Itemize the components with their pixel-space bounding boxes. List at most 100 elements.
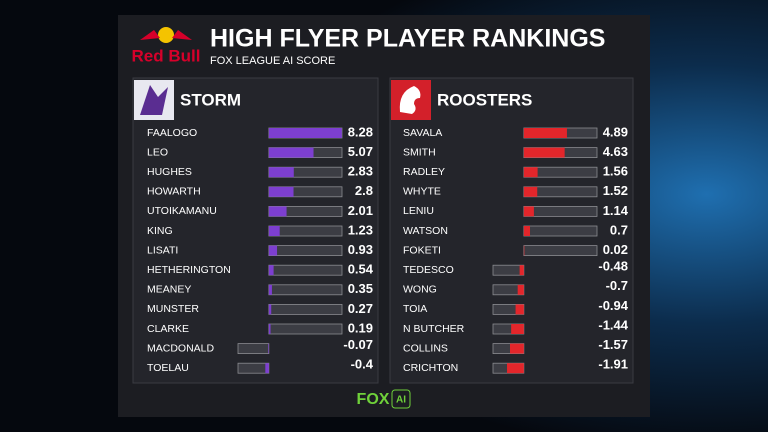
bar-track <box>523 225 598 237</box>
value-label: 4.89 <box>603 124 628 139</box>
bar-track <box>268 245 343 257</box>
bar <box>268 206 287 217</box>
bar <box>268 167 294 178</box>
bar <box>268 304 272 315</box>
bar-track <box>492 303 525 315</box>
player-name: TEDESCO <box>403 264 454 276</box>
value-label: 1.56 <box>603 164 628 179</box>
player-name: UTOIKAMANU <box>147 205 217 217</box>
bar <box>510 343 524 354</box>
bar <box>268 128 342 138</box>
player-name: FAALOGO <box>147 127 197 139</box>
value-label: -0.94 <box>598 298 628 313</box>
value-label: 0.7 <box>610 222 628 237</box>
player-name: LEO <box>147 146 168 158</box>
title: HIGH FLYER PLAYER RANKINGS <box>210 25 605 53</box>
value-label: 2.01 <box>348 203 373 218</box>
bar-track <box>268 225 343 237</box>
bar <box>268 147 314 158</box>
player-name: SAVALA <box>403 127 442 139</box>
bar <box>515 304 524 315</box>
player-name: TOIA <box>403 303 427 315</box>
value-label: 2.8 <box>355 183 373 198</box>
value-label: 8.28 <box>348 124 373 139</box>
player-name: FOKETI <box>403 244 441 256</box>
player-name: LENIU <box>403 205 434 217</box>
player-name: RADLEY <box>403 166 445 178</box>
value-label: 0.02 <box>603 242 628 257</box>
bar <box>268 245 278 256</box>
bar <box>523 245 525 256</box>
player-name: WONG <box>403 284 437 296</box>
brand-name: Red Bull <box>132 46 201 65</box>
bar-track <box>492 264 525 276</box>
bar <box>523 206 534 217</box>
player-name: WHYTE <box>403 186 441 198</box>
bar <box>517 284 524 295</box>
bar <box>268 284 272 295</box>
player-name: TOELAU <box>147 362 189 374</box>
value-label: 0.54 <box>348 262 374 277</box>
player-name: HETHERINGTON <box>147 264 231 276</box>
value-label: 5.07 <box>348 144 373 159</box>
bar <box>268 186 294 197</box>
value-label: 0.19 <box>348 320 373 335</box>
value-label: -1.57 <box>598 337 628 352</box>
ai-badge-frame <box>391 389 411 409</box>
player-name: CLARKE <box>147 323 189 335</box>
team-name: ROOSTERS <box>437 90 532 109</box>
value-label: 1.52 <box>603 183 628 198</box>
value-label: 2.83 <box>348 164 373 179</box>
value-label: 0.27 <box>348 301 373 316</box>
player-name: SMITH <box>403 146 436 158</box>
value-label: -0.48 <box>598 259 628 274</box>
player-name: WATSON <box>403 225 448 237</box>
bar <box>265 363 269 374</box>
bar <box>268 343 269 354</box>
player-name: COLLINS <box>403 342 448 354</box>
bar-track <box>237 362 270 374</box>
bar <box>523 167 538 178</box>
bar-track <box>237 343 270 355</box>
bar-track <box>268 264 343 276</box>
value-label: 0.93 <box>348 242 373 257</box>
bar-track <box>268 303 343 315</box>
value-label: 4.63 <box>603 144 628 159</box>
subtitle: FOX LEAGUE AI SCORE <box>210 55 335 67</box>
bar-track <box>268 284 343 296</box>
bar <box>523 186 538 197</box>
ai-badge: AI <box>396 395 406 406</box>
player-name: MUNSTER <box>147 303 199 315</box>
brand-logo: Red Bull <box>132 27 201 65</box>
fox-logo: FOX <box>357 391 390 408</box>
player-name: CRICHTON <box>403 362 458 374</box>
player-name: MEANEY <box>147 284 191 296</box>
footer-logo: FOX AI <box>357 389 411 409</box>
value-label: -1.44 <box>598 317 628 332</box>
bar <box>268 226 280 236</box>
player-name: MACDONALD <box>147 342 215 354</box>
bar <box>268 324 271 334</box>
player-name: HUGHES <box>147 166 192 178</box>
bar-track <box>523 205 598 217</box>
player-name: HOWARTH <box>147 186 201 198</box>
value-label: 1.23 <box>348 222 373 237</box>
value-label: 0.35 <box>348 281 373 296</box>
bar <box>523 147 565 158</box>
player-name: LISATI <box>147 244 178 256</box>
player-name: KING <box>147 225 173 237</box>
bar <box>511 324 524 334</box>
value-label: -1.91 <box>598 357 628 372</box>
bar-track <box>268 323 343 335</box>
value-label: -0.4 <box>351 357 374 372</box>
bar <box>268 265 274 276</box>
player-name: N BUTCHER <box>403 323 465 335</box>
roosters-logo <box>391 80 431 120</box>
value-label: -0.7 <box>606 278 628 293</box>
bar <box>523 128 567 138</box>
team-name: STORM <box>180 90 241 109</box>
bar <box>523 226 531 236</box>
bar-track <box>523 245 598 257</box>
storm-logo <box>134 80 174 120</box>
